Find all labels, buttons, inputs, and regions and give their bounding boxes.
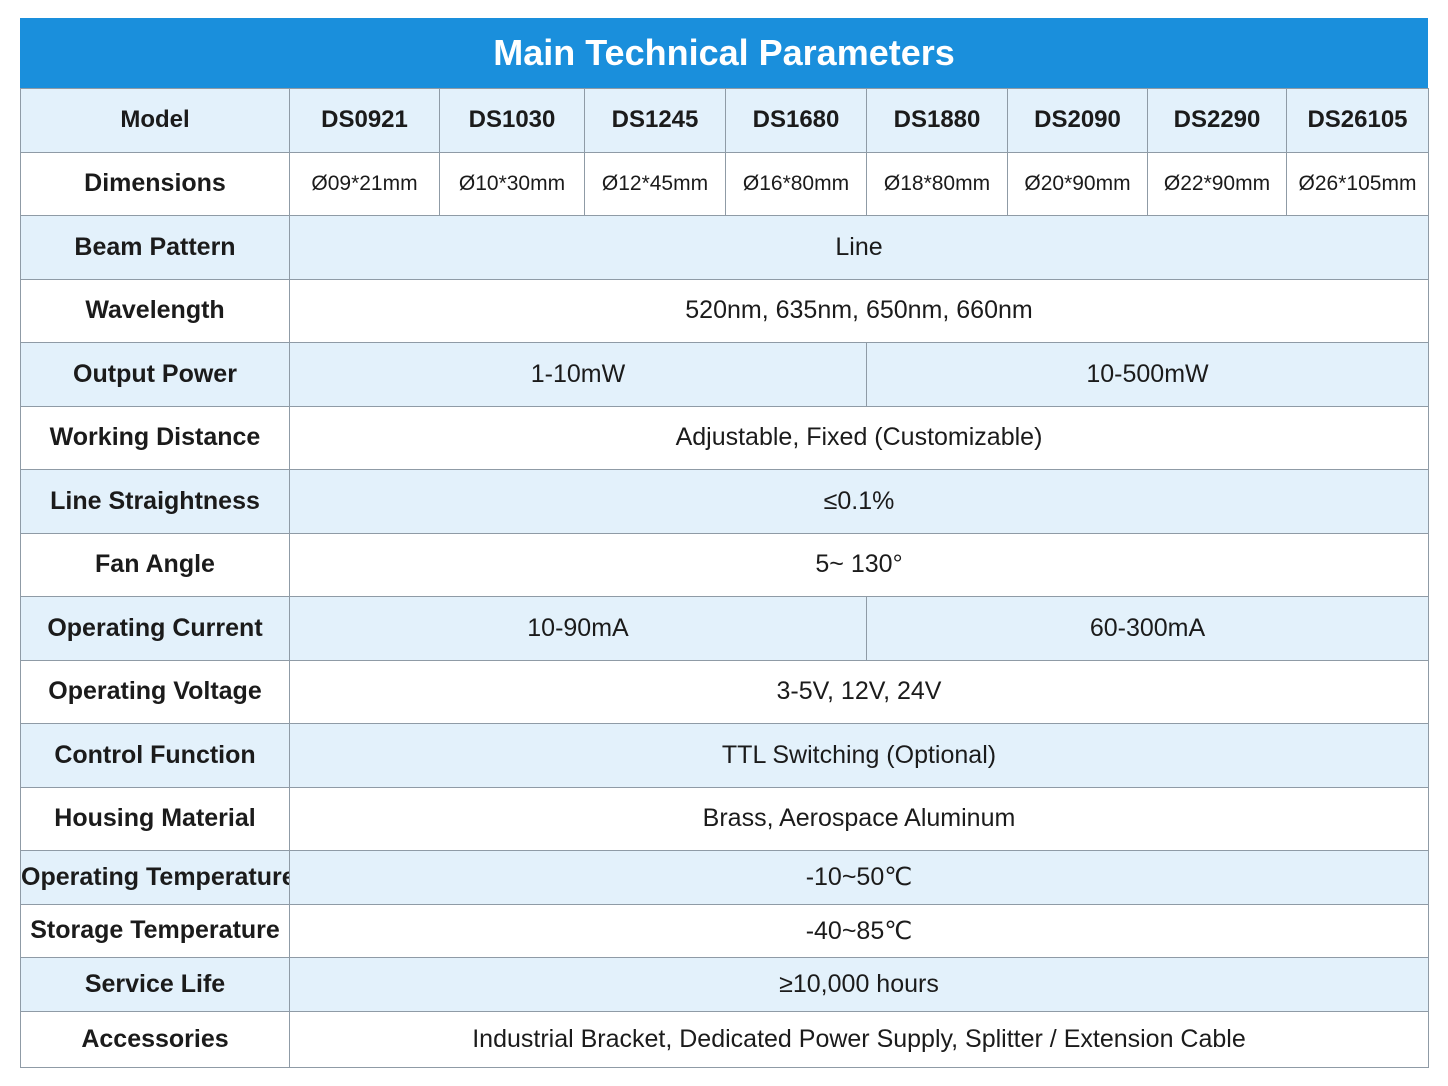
table-row-operating-current: Operating Current 10-90mA 60-300mA [20,596,1429,661]
row-label-working-distance: Working Distance [20,405,290,470]
operating-current-low: 10-90mA [289,596,867,661]
table-row-wavelength: Wavelength 520nm, 635nm, 650nm, 660nm [20,278,1429,343]
operating-voltage-value: 3-5V, 12V, 24V [289,659,1429,724]
table-row-model: Model DS0921 DS1030 DS1245 DS1680 DS1880… [20,88,1429,153]
row-label-control-function: Control Function [20,723,290,788]
row-label-model: Model [20,88,290,153]
table-title: Main Technical Parameters [20,18,1428,88]
model-cell: DS2290 [1147,88,1287,153]
dimension-cell: Ø26*105mm [1286,151,1429,216]
row-label-service-life: Service Life [20,957,290,1012]
dimension-cell: Ø09*21mm [289,151,440,216]
model-cell: DS1245 [584,88,726,153]
spec-table: Model DS0921 DS1030 DS1245 DS1680 DS1880… [20,88,1429,1068]
dimension-cell: Ø18*80mm [866,151,1008,216]
row-label-fan-angle: Fan Angle [20,532,290,597]
storage-temperature-value: -40~85℃ [289,903,1429,958]
row-label-operating-voltage: Operating Voltage [20,659,290,724]
model-cell: DS26105 [1286,88,1429,153]
spec-table-container: Main Technical Parameters Model DS0921 D… [20,18,1429,1068]
table-row-output-power: Output Power 1-10mW 10-500mW [20,342,1429,407]
service-life-value: ≥10,000 hours [289,957,1429,1012]
model-cell: DS1030 [439,88,585,153]
table-row-storage-temperature: Storage Temperature -40~85℃ [20,903,1429,958]
dimension-cell: Ø20*90mm [1007,151,1148,216]
operating-temperature-value: -10~50℃ [289,850,1429,905]
model-cell: DS1880 [866,88,1008,153]
row-label-accessories: Accessories [20,1010,290,1068]
table-row-housing-material: Housing Material Brass, Aerospace Alumin… [20,786,1429,851]
dimension-cell: Ø22*90mm [1147,151,1287,216]
row-label-operating-temperature: Operating Temperature [20,850,290,905]
table-row-operating-temperature: Operating Temperature -10~50℃ [20,850,1429,905]
table-row-control-function: Control Function TTL Switching (Optional… [20,723,1429,788]
housing-material-value: Brass, Aerospace Aluminum [289,786,1429,851]
model-cell: DS0921 [289,88,440,153]
working-distance-value: Adjustable, Fixed (Customizable) [289,405,1429,470]
row-label-wavelength: Wavelength [20,278,290,343]
operating-current-high: 60-300mA [866,596,1429,661]
table-row-beam-pattern: Beam Pattern Line [20,215,1429,280]
table-row-dimensions: Dimensions Ø09*21mm Ø10*30mm Ø12*45mm Ø1… [20,151,1429,216]
output-power-low: 1-10mW [289,342,867,407]
dimension-cell: Ø12*45mm [584,151,726,216]
model-cell: DS2090 [1007,88,1148,153]
dimension-cell: Ø16*80mm [725,151,867,216]
fan-angle-value: 5~ 130° [289,532,1429,597]
row-label-beam-pattern: Beam Pattern [20,215,290,280]
line-straightness-value: ≤0.1% [289,469,1429,534]
row-label-storage-temperature: Storage Temperature [20,903,290,958]
row-label-output-power: Output Power [20,342,290,407]
beam-pattern-value: Line [289,215,1429,280]
table-row-service-life: Service Life ≥10,000 hours [20,957,1429,1012]
model-cell: DS1680 [725,88,867,153]
table-row-line-straightness: Line Straightness ≤0.1% [20,469,1429,534]
row-label-operating-current: Operating Current [20,596,290,661]
table-row-operating-voltage: Operating Voltage 3-5V, 12V, 24V [20,659,1429,724]
row-label-dimensions: Dimensions [20,151,290,216]
table-row-working-distance: Working Distance Adjustable, Fixed (Cust… [20,405,1429,470]
row-label-line-straightness: Line Straightness [20,469,290,534]
table-row-accessories: Accessories Industrial Bracket, Dedicate… [20,1010,1429,1068]
table-row-fan-angle: Fan Angle 5~ 130° [20,532,1429,597]
control-function-value: TTL Switching (Optional) [289,723,1429,788]
output-power-high: 10-500mW [866,342,1429,407]
dimension-cell: Ø10*30mm [439,151,585,216]
accessories-value: Industrial Bracket, Dedicated Power Supp… [289,1010,1429,1068]
row-label-housing-material: Housing Material [20,786,290,851]
wavelength-value: 520nm, 635nm, 650nm, 660nm [289,278,1429,343]
